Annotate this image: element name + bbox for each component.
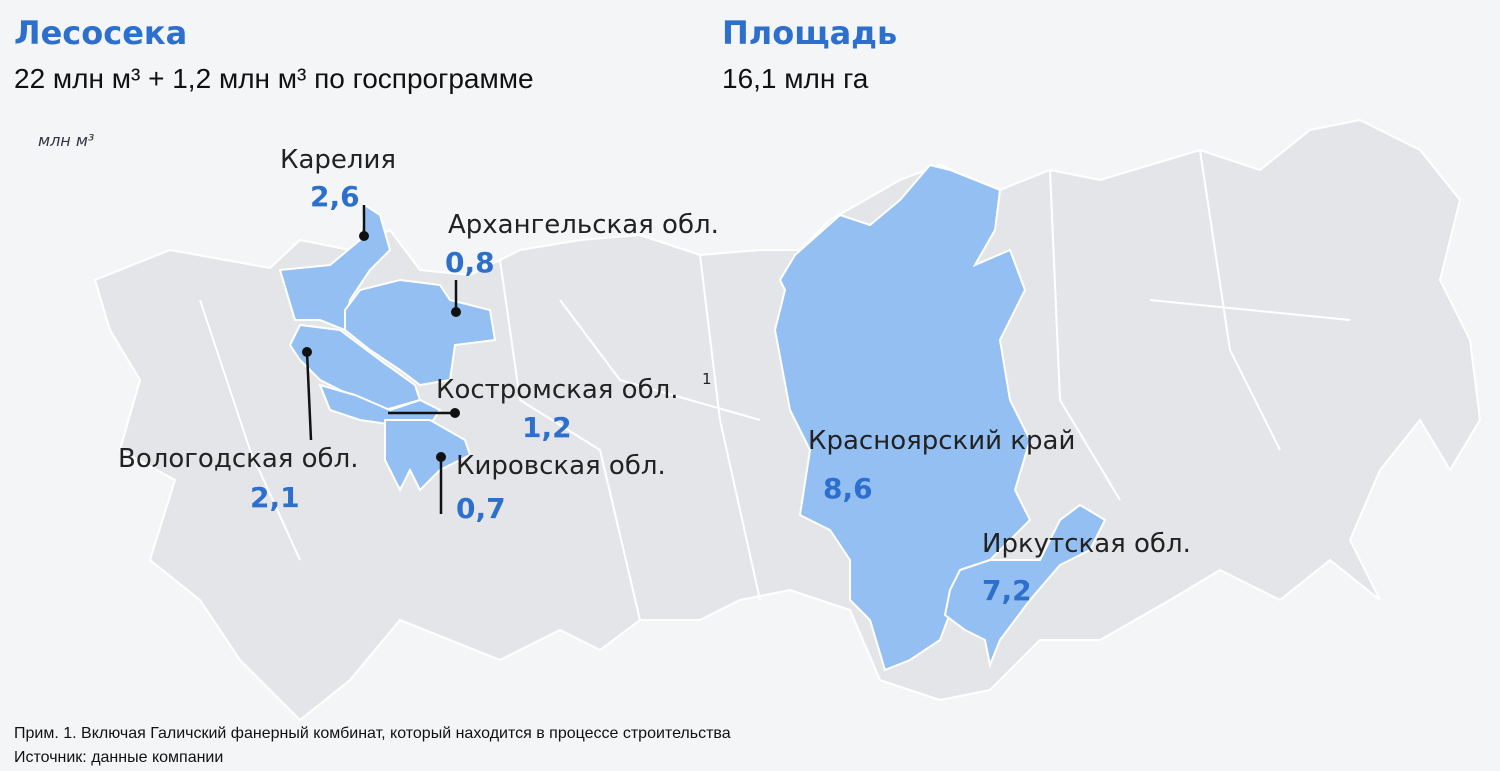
footnote: Источник: данные компании — [14, 749, 223, 766]
region-value: 1,2 — [522, 411, 572, 444]
map-borders — [199, 149, 1351, 621]
subtitle: 22 млн м³ + 1,2 млн м³ по госпрограмме — [14, 63, 534, 94]
title: Лесосека — [14, 14, 187, 52]
subtitle: 16,1 млн га — [722, 63, 869, 94]
region-kirov — [384, 419, 472, 493]
footnote: Прим. 1. Включая Галичский фанерный комб… — [14, 725, 731, 742]
region-arkhangelsk — [344, 278, 497, 387]
region-value: 2,1 — [250, 481, 300, 514]
region-name: Кировская обл. — [456, 451, 666, 481]
region-name: Вологодская обл. — [118, 444, 358, 474]
region-irkutsk — [943, 503, 1107, 669]
region-name: Красноярский край — [808, 426, 1075, 456]
region-value: 0,7 — [456, 492, 506, 525]
footnote-mark: 1 — [702, 370, 712, 388]
region-value: 0,8 — [445, 246, 495, 279]
region-name: Карелия — [280, 145, 396, 175]
pins — [302, 205, 461, 514]
title: Площадь — [722, 14, 897, 52]
region-value: 8,6 — [823, 472, 873, 505]
region-value: 7,2 — [982, 574, 1032, 607]
region-name: Иркутская обл. — [982, 529, 1191, 559]
region-kostroma — [318, 383, 442, 426]
region-value: 2,6 — [310, 180, 360, 213]
unit-label: млн м³ — [38, 131, 94, 150]
map-land — [93, 118, 1482, 722]
region-name: Костромская обл. — [436, 375, 679, 405]
region-name: Архангельская обл. — [448, 210, 719, 240]
